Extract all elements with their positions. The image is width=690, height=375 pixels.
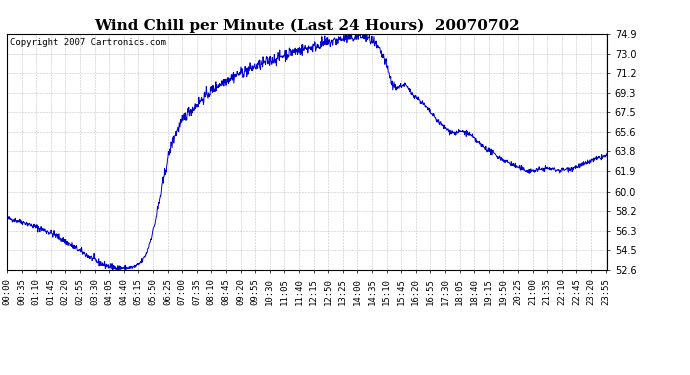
Title: Wind Chill per Minute (Last 24 Hours)  20070702: Wind Chill per Minute (Last 24 Hours) 20… — [95, 18, 520, 33]
Text: Copyright 2007 Cartronics.com: Copyright 2007 Cartronics.com — [10, 39, 166, 48]
